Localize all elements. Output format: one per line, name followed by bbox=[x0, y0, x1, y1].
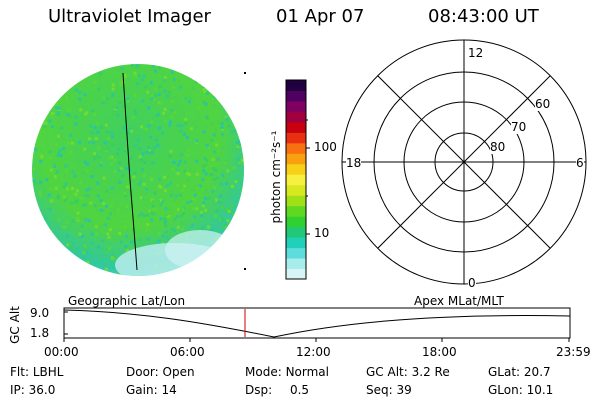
colorbar-cell bbox=[286, 111, 306, 123]
polar-label-0: 0 bbox=[468, 276, 476, 290]
polar-label-18: 18 bbox=[346, 156, 362, 170]
alt-xtick-0000: 00:00 bbox=[44, 345, 79, 359]
tick-mark bbox=[244, 268, 246, 270]
alt-ytick-9: 9.0 bbox=[30, 306, 50, 320]
polar-label-12: 12 bbox=[468, 46, 484, 60]
colorbar-cell bbox=[286, 195, 306, 207]
colorbar-cell bbox=[286, 100, 306, 112]
colorbar-tick-10: 10 bbox=[314, 226, 330, 240]
info-seq: Seq: 39 bbox=[366, 383, 412, 397]
colorbar-cell bbox=[286, 237, 306, 249]
polar-ring-label-70: 70 bbox=[511, 120, 527, 134]
alt-xtick-2359: 23:59 bbox=[556, 345, 591, 359]
polar-ring-label-60: 60 bbox=[535, 97, 551, 111]
alt-plot-frame bbox=[63, 307, 571, 339]
colorbar-cell bbox=[286, 268, 306, 280]
colorbar-cell bbox=[286, 205, 306, 217]
alt-curve bbox=[63, 309, 571, 338]
alt-right-title: Apex MLat/MLT bbox=[414, 294, 504, 308]
colorbar-cell bbox=[286, 90, 306, 102]
info-flt: Flt: LBHL bbox=[10, 365, 64, 379]
colorbar-cell bbox=[286, 247, 306, 259]
alt-xtick-0600: 06:00 bbox=[170, 345, 205, 359]
colorbar-tick-100: 100 bbox=[314, 140, 337, 154]
polar-label-6: 6 bbox=[576, 156, 584, 170]
colorbar-cell bbox=[286, 258, 306, 270]
colorbar-cell bbox=[286, 184, 306, 196]
alt-ytick-1.8: 1.8 bbox=[30, 326, 50, 340]
colorbar-cell bbox=[286, 153, 306, 165]
info-door: Door: Open bbox=[126, 365, 195, 379]
info-gain: Gain: 14 bbox=[126, 383, 177, 397]
polar-diag-2 bbox=[377, 75, 551, 249]
colorbar-cell bbox=[286, 216, 306, 228]
alt-xtick-1800: 18:00 bbox=[422, 345, 457, 359]
colorbar-cell bbox=[286, 142, 306, 154]
colorbar-cell bbox=[286, 80, 306, 91]
info-glon: GLon: 10.1 bbox=[488, 383, 554, 397]
tick-mark bbox=[244, 72, 246, 74]
instrument-title: Ultraviolet Imager bbox=[48, 6, 211, 27]
colorbar-cell bbox=[286, 226, 306, 238]
info-gc-alt: GC Alt: 3.2 Re bbox=[366, 365, 450, 379]
colorbar-cell bbox=[286, 174, 306, 186]
date-label: 01 Apr 07 bbox=[276, 6, 365, 27]
colorbar-cell bbox=[286, 163, 306, 175]
alt-left-title: Geographic Lat/Lon bbox=[68, 294, 186, 308]
info-ip: IP: 36.0 bbox=[10, 383, 56, 397]
colorbar bbox=[286, 80, 306, 280]
info-mode: Mode: Normal bbox=[245, 365, 329, 379]
colorbar-cell bbox=[286, 121, 306, 133]
info-glat: GLat: 20.7 bbox=[488, 365, 551, 379]
info-dsp: Dsp: 0.5 bbox=[245, 383, 310, 397]
polar-ring-label-80: 80 bbox=[490, 140, 506, 154]
terminator-line bbox=[122, 72, 138, 271]
colorbar-cell bbox=[286, 132, 306, 144]
time-label: 08:43:00 UT bbox=[428, 6, 539, 27]
alt-xtick-1200: 12:00 bbox=[296, 345, 331, 359]
